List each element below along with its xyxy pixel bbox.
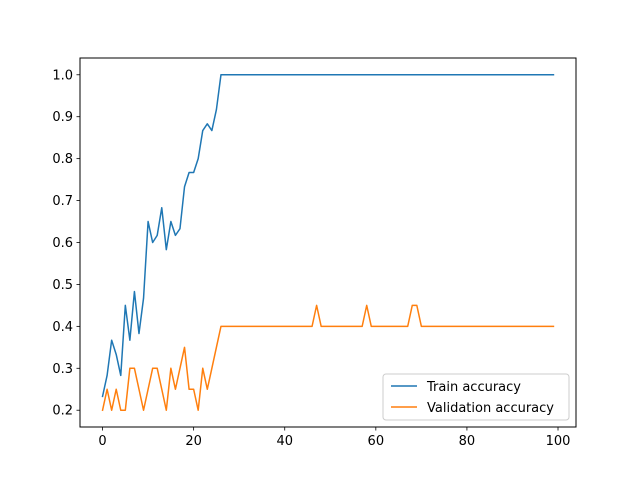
y-tick-label: 0.3 (52, 362, 73, 377)
y-tick-label: 1.0 (52, 68, 73, 83)
y-tick-label: 0.6 (52, 236, 73, 251)
series-layer (101, 74, 555, 412)
y-axis: 0.2 0.3 0.4 0.5 0.6 0.7 0.8 0.9 1.0 (52, 68, 80, 419)
y-tick-label: 0.2 (52, 404, 73, 419)
legend-label-validation: Validation accuracy (427, 401, 554, 416)
y-tick-label: 0.7 (52, 194, 73, 209)
legend-label-train: Train accuracy (426, 380, 521, 395)
x-tick-label: 20 (185, 434, 202, 449)
train-accuracy-line (101, 74, 555, 398)
x-tick-label: 100 (546, 434, 571, 449)
y-tick-label: 0.8 (52, 152, 73, 167)
x-tick-label: 40 (276, 434, 293, 449)
x-axis: 0 20 40 60 80 100 (98, 427, 570, 449)
x-tick-label: 60 (368, 434, 385, 449)
legend-box (382, 373, 570, 421)
y-tick-label: 0.4 (52, 320, 73, 335)
x-tick-label: 80 (459, 434, 476, 449)
plot-frame (79, 57, 577, 428)
validation-accuracy-line (101, 304, 555, 412)
y-tick-label: 0.5 (52, 278, 73, 293)
x-tick-label: 0 (98, 434, 106, 449)
y-tick-label: 0.9 (52, 110, 73, 125)
legend: Train accuracy Validation accuracy (382, 373, 570, 421)
